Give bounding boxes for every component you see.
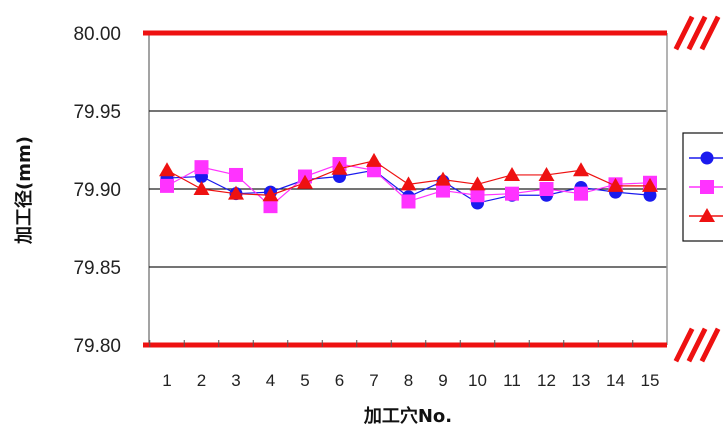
y-axis-title: 加工径(mm): [13, 136, 35, 245]
data-point: [297, 174, 313, 189]
data-point: [643, 188, 657, 202]
data-point: [504, 166, 520, 181]
data-point: [573, 162, 589, 177]
x-tick-labels: 1 2 3 4 5 6 7 8 9 10 11 12 13 14 15: [162, 371, 659, 390]
data-point: [607, 177, 624, 192]
data-point: [400, 176, 417, 191]
x-tick-label: 2: [197, 371, 206, 390]
y-tick-label: 79.80: [73, 336, 121, 357]
x-tick-label: 13: [572, 371, 591, 390]
x-tick-marks: [149, 340, 634, 347]
legend-marker: [700, 151, 714, 165]
y-tick-labels: 79.80 79.85 79.90 79.95 80.00: [73, 24, 121, 357]
x-tick-label: 15: [641, 371, 660, 390]
break-mark: [699, 15, 721, 51]
data-point: [470, 188, 485, 203]
data-point: [401, 194, 416, 209]
data-point: [159, 162, 175, 177]
data-point: [262, 187, 279, 202]
legend-marker: [699, 208, 715, 222]
break-mark: [699, 327, 721, 363]
series-group: [159, 152, 658, 214]
y-tick-label: 79.85: [73, 258, 121, 279]
x-tick-label: 5: [300, 371, 309, 390]
data-point: [263, 199, 278, 214]
data-point: [538, 166, 555, 181]
x-tick-label: 6: [335, 371, 344, 390]
x-tick-label: 3: [231, 371, 240, 390]
data-point: [228, 185, 244, 200]
y-tick-label: 79.95: [73, 102, 121, 123]
data-point: [435, 171, 451, 186]
data-point: [505, 186, 519, 201]
x-axis-title: 加工穴No.: [363, 405, 452, 427]
data-point: [331, 160, 348, 175]
x-tick-label: 4: [266, 371, 275, 390]
data-point: [436, 183, 450, 198]
data-point: [469, 176, 486, 191]
reference-lines: [143, 30, 667, 348]
x-tick-label: 7: [369, 371, 378, 390]
break-mark: [673, 15, 695, 51]
data-point: [193, 181, 210, 195]
data-point: [160, 178, 174, 193]
x-tick-label: 11: [503, 371, 521, 390]
x-tick-label: 8: [404, 371, 413, 390]
data-point: [642, 177, 658, 192]
x-tick-label: 12: [537, 371, 556, 390]
break-mark: [673, 327, 695, 363]
break-mark: [686, 327, 708, 363]
y-tick-label: 80.00: [73, 24, 121, 45]
x-tick-label: 9: [438, 371, 447, 390]
legend: [682, 132, 723, 242]
data-point: [539, 182, 554, 196]
legend-marker: [700, 180, 714, 194]
break-mark: [686, 15, 708, 51]
data-point: [366, 152, 382, 167]
data-point: [229, 167, 243, 182]
data-point: [574, 186, 588, 201]
data-point: [194, 160, 209, 175]
x-tick-label: 10: [468, 371, 487, 390]
x-tick-label: 14: [606, 371, 625, 390]
y-tick-label: 79.90: [73, 180, 121, 201]
axis-break-marks: [673, 15, 721, 363]
x-tick-label: 1: [162, 371, 171, 390]
